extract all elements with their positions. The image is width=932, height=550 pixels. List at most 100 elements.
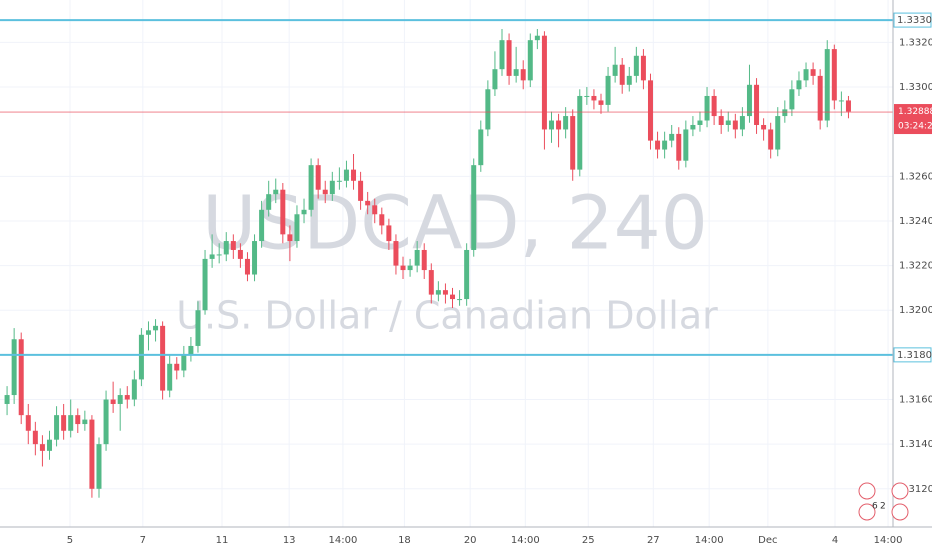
candle-body xyxy=(739,116,745,130)
candle-body xyxy=(230,241,236,250)
candle-body xyxy=(655,140,661,150)
candle-body xyxy=(619,64,625,85)
candle-body xyxy=(761,124,767,130)
y-tick-label: 1.33200 xyxy=(899,37,932,48)
candle-body xyxy=(584,95,590,97)
y-tick-label: 1.33000 xyxy=(899,82,932,93)
candle-body xyxy=(669,133,675,141)
candle-body xyxy=(46,439,52,451)
candle-body xyxy=(457,299,463,301)
y-tick-label: 1.31200 xyxy=(899,484,932,495)
candle-body xyxy=(527,40,533,81)
event-count: 2 xyxy=(880,502,886,512)
candle-body xyxy=(322,189,328,195)
x-tick-label: 11 xyxy=(216,535,229,546)
watermark-subtitle: U.S. Dollar / Canadian Dollar xyxy=(176,294,718,338)
candle-body xyxy=(124,395,130,400)
candle-body xyxy=(329,180,335,195)
candle-body xyxy=(365,200,371,206)
candle-body xyxy=(75,415,81,425)
x-tick-label: 14:00 xyxy=(329,535,358,546)
candle-body xyxy=(96,444,102,489)
event-icon[interactable] xyxy=(891,482,909,500)
candle-body xyxy=(647,80,653,141)
candle-body xyxy=(690,124,696,130)
axes: 5 7 11 13 14:00 18 20 14:00 25 27 14:00 Dec 4 14:00 1.… xyxy=(67,12,932,546)
x-tick-label: 14:00 xyxy=(511,535,540,546)
event-icon[interactable] xyxy=(858,482,876,500)
countdown-label: 03:24:25 xyxy=(898,122,932,132)
candle-body xyxy=(18,339,24,416)
candle-body xyxy=(153,325,159,331)
event-icon[interactable] xyxy=(858,503,876,521)
candle-body xyxy=(556,120,562,130)
candle-body xyxy=(273,189,279,195)
x-tick-label: 20 xyxy=(464,535,477,546)
level-label: 1.33300 xyxy=(897,15,932,26)
candle-body xyxy=(138,334,144,380)
candle-body xyxy=(209,254,215,259)
candle-body xyxy=(202,258,208,311)
candle-body xyxy=(160,325,166,391)
grid xyxy=(0,0,893,527)
candle-body xyxy=(386,225,392,242)
x-tick-label: 4 xyxy=(832,535,838,546)
y-tick-label: 1.32600 xyxy=(899,171,932,182)
candle-body xyxy=(633,55,639,76)
level-label: 1.31800 xyxy=(897,350,932,361)
candle-body xyxy=(676,133,682,161)
watermark-title: USDCAD, 240 xyxy=(202,181,708,267)
candle-body xyxy=(732,120,738,130)
event-count: 6 xyxy=(872,502,878,512)
candle-body xyxy=(252,241,258,275)
candle-body xyxy=(68,415,74,431)
candle-body xyxy=(485,89,491,130)
candle-body xyxy=(39,444,45,451)
candle-body xyxy=(308,165,314,210)
candle-body xyxy=(400,265,406,271)
y-tick-label: 1.32000 xyxy=(899,305,932,316)
candle-body xyxy=(782,109,788,117)
candle-body xyxy=(697,120,703,125)
candle-body xyxy=(266,194,272,210)
candle-body xyxy=(506,40,512,76)
candle-body xyxy=(548,120,554,130)
candle-body xyxy=(11,339,17,396)
candle-body xyxy=(4,395,10,404)
candle-body xyxy=(145,330,151,335)
candle-body xyxy=(336,180,342,182)
candle-body xyxy=(492,69,498,90)
candle-body xyxy=(831,49,837,101)
y-tick-label: 1.31600 xyxy=(899,395,932,406)
candle-body xyxy=(704,95,710,121)
candle-body xyxy=(188,345,194,355)
candle-body xyxy=(789,89,795,110)
candle-body xyxy=(174,363,180,371)
x-tick-label: 5 xyxy=(67,535,73,546)
candle-body xyxy=(471,165,477,250)
candle-body xyxy=(718,116,724,125)
candle-body xyxy=(259,209,265,242)
candle-body xyxy=(796,80,802,90)
candle-body xyxy=(216,254,222,256)
candle-body xyxy=(662,140,668,150)
candle-body xyxy=(117,395,123,404)
candle-body xyxy=(810,69,816,76)
candle-body xyxy=(294,214,300,242)
candle-body xyxy=(167,363,173,391)
x-tick-label: 7 xyxy=(140,535,146,546)
event-icon[interactable] xyxy=(891,503,909,521)
candle-body xyxy=(598,100,604,105)
candle-body xyxy=(817,75,823,121)
candle-body xyxy=(803,69,809,81)
candle-body xyxy=(181,354,187,371)
candle-body xyxy=(244,258,250,275)
last-price-label: 1.32888 xyxy=(898,107,932,117)
price-axis xyxy=(893,0,932,550)
y-tick-label: 1.32200 xyxy=(899,261,932,272)
candle-body xyxy=(845,100,851,112)
x-tick-label: 18 xyxy=(398,535,411,546)
level-label-box xyxy=(893,12,932,28)
candle-body xyxy=(358,180,364,201)
